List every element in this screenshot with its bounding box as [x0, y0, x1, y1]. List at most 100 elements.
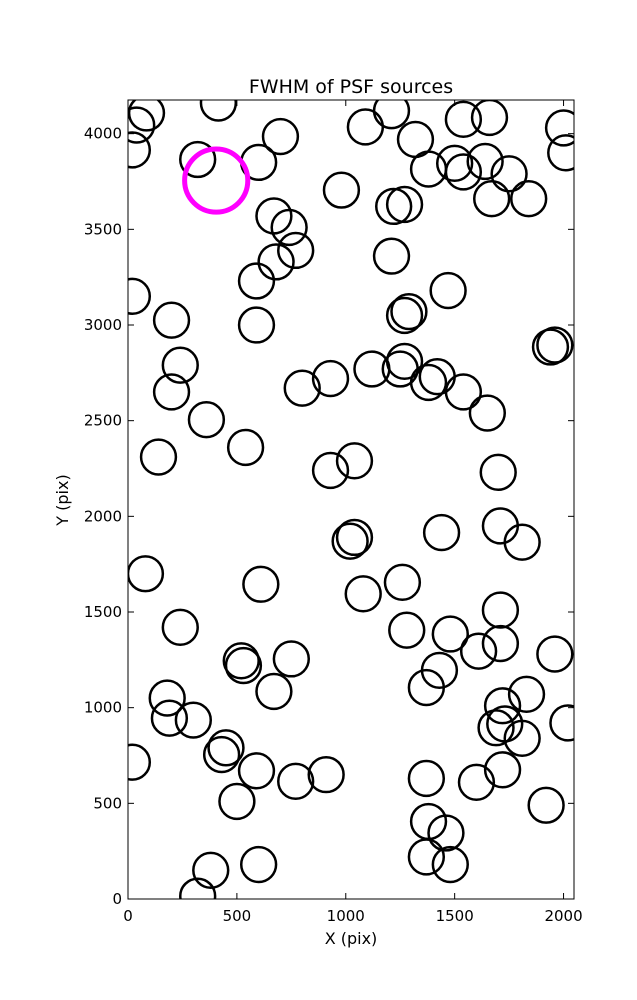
source-marker — [409, 150, 448, 188]
source-marker — [255, 672, 293, 711]
source-marker — [457, 763, 496, 801]
source-marker — [459, 632, 498, 670]
source-marker — [388, 611, 426, 649]
x-axis-title: X (pix) — [325, 929, 378, 948]
source-marker — [409, 363, 448, 402]
source-marker — [477, 709, 515, 747]
source-marker — [152, 373, 191, 411]
source-marker — [128, 277, 152, 315]
source-marker — [385, 342, 424, 381]
source-marker — [237, 306, 276, 344]
source-marker — [128, 131, 152, 169]
source-marker — [257, 243, 295, 281]
source-marker — [335, 518, 374, 557]
source-marker — [444, 153, 483, 191]
source-marker — [187, 401, 226, 439]
source-marker — [372, 237, 411, 275]
source-marker — [331, 522, 369, 560]
source-marker — [470, 100, 509, 137]
chart-title: FWHM of PSF sources — [249, 76, 453, 98]
source-marker — [346, 108, 385, 146]
source-marker — [383, 563, 422, 602]
y-axis-title: Y (pix) — [53, 474, 72, 526]
source-marker — [468, 394, 506, 432]
y-tick-label: 2000 — [84, 507, 122, 525]
source-marker — [481, 624, 520, 663]
x-axis-ticks: 0 500 1000 1500 2000 — [123, 100, 583, 925]
y-tick-label: 1000 — [84, 699, 122, 717]
source-marker — [375, 187, 413, 226]
source-marker — [531, 328, 570, 366]
source-marker — [277, 762, 315, 801]
source-marker — [199, 100, 238, 122]
source-marker — [226, 428, 265, 467]
source-marker — [466, 142, 504, 181]
source-marker — [128, 555, 165, 593]
y-tick-label: 1500 — [84, 603, 122, 621]
source-marker — [479, 453, 517, 491]
source-marker — [407, 838, 446, 876]
source-marker — [218, 782, 256, 821]
source-marker — [407, 668, 446, 707]
y-tick-label: 3000 — [84, 316, 122, 334]
source-marker — [427, 814, 465, 852]
source-marker — [536, 326, 574, 364]
source-marker — [311, 359, 350, 398]
source-marker — [237, 262, 276, 300]
source-marker — [503, 523, 541, 561]
plot-frame — [127, 99, 575, 900]
source-marker — [152, 301, 191, 339]
x-tick-label: 0 — [123, 907, 133, 925]
source-marker — [444, 373, 483, 411]
y-tick-label: 2500 — [84, 412, 122, 430]
source-marker — [549, 704, 574, 742]
source-marker — [429, 271, 467, 310]
source-marker — [422, 513, 461, 552]
source-marker — [510, 180, 548, 218]
source-marker — [544, 109, 574, 147]
source-marker — [237, 752, 276, 790]
y-tick-label: 4000 — [84, 125, 122, 143]
source-marker — [322, 171, 361, 209]
source-marker — [192, 851, 230, 889]
y-tick-label: 3500 — [84, 220, 122, 238]
x-tick-label: 2000 — [544, 907, 582, 925]
source-marker — [385, 185, 424, 224]
source-marker — [503, 719, 541, 757]
source-marker — [270, 208, 308, 247]
source-marker — [179, 140, 217, 179]
source-marker — [148, 679, 186, 717]
source-marker — [224, 646, 263, 685]
source-marker — [311, 451, 350, 490]
source-marker — [407, 759, 446, 798]
source-marker — [139, 438, 178, 476]
source-marker — [307, 755, 345, 794]
source-marker — [161, 346, 199, 384]
source-marker — [174, 701, 213, 739]
source-marker — [150, 699, 189, 737]
marker-layer — [128, 100, 574, 899]
source-marker — [507, 675, 546, 713]
source-marker — [128, 100, 166, 132]
x-tick-label: 1000 — [327, 907, 365, 925]
source-marker — [222, 642, 260, 680]
source-marker — [483, 751, 522, 789]
source-marker — [202, 735, 241, 774]
source-marker — [431, 615, 469, 653]
source-marker — [483, 687, 522, 725]
source-marker — [435, 144, 474, 183]
source-marker — [161, 608, 199, 646]
source-marker — [283, 369, 321, 407]
source-marker — [179, 877, 217, 899]
source-marker — [536, 635, 574, 673]
source-marker — [242, 565, 280, 603]
source-marker — [128, 106, 156, 144]
x-tick-label: 500 — [223, 907, 252, 925]
y-axis-ticks: 0 500 1000 1500 2000 2500 3000 3500 4000 — [84, 125, 574, 908]
source-marker — [335, 442, 374, 480]
source-marker — [431, 845, 469, 884]
y-tick-label: 500 — [93, 794, 122, 812]
source-marker — [390, 292, 428, 331]
y-tick-label: 0 — [112, 890, 122, 908]
